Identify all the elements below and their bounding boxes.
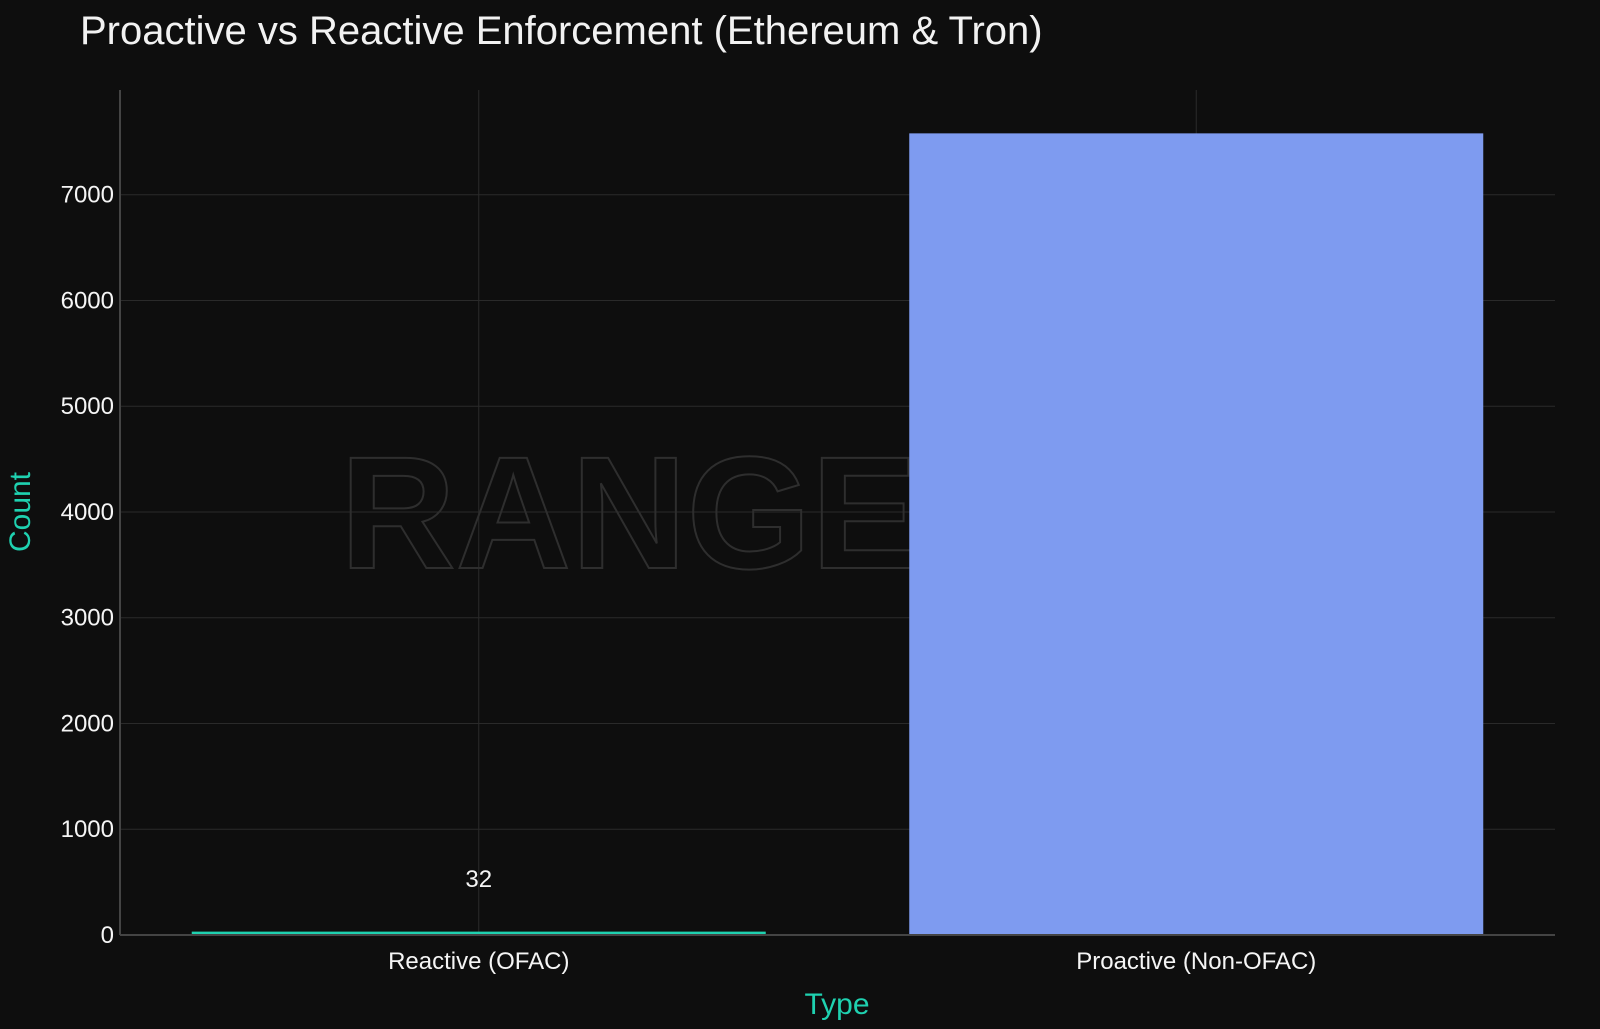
x-axis-label: Type	[804, 988, 869, 1021]
x-tick-label: Proactive (Non-OFAC)	[1076, 948, 1316, 975]
x-tick-label: Reactive (OFAC)	[388, 948, 569, 975]
watermark-logo: RANGE	[340, 423, 918, 602]
bars	[191, 133, 1484, 935]
y-tick-label: 1000	[61, 816, 114, 843]
y-tick-label: 0	[101, 922, 114, 949]
bar[interactable]	[909, 133, 1484, 935]
axes	[119, 90, 1555, 936]
y-axis-label: Count	[4, 471, 37, 552]
y-tick-label: 6000	[61, 287, 114, 314]
y-tick-label: 7000	[61, 182, 114, 209]
y-tick-label: 3000	[61, 605, 114, 632]
x-tick-labels: Reactive (OFAC) Proactive (Non-OFAC)	[388, 948, 1316, 975]
data-label: 32	[465, 866, 492, 893]
y-tick-labels: 0 1000 2000 3000 4000 5000 6000 7000	[61, 182, 114, 949]
bar[interactable]	[191, 931, 766, 935]
y-tick-label: 4000	[61, 499, 114, 526]
data-labels: 32	[465, 866, 492, 893]
y-tick-label: 5000	[61, 393, 114, 420]
y-tick-label: 2000	[61, 710, 114, 737]
chart-title: Proactive vs Reactive Enforcement (Ether…	[80, 9, 1043, 53]
